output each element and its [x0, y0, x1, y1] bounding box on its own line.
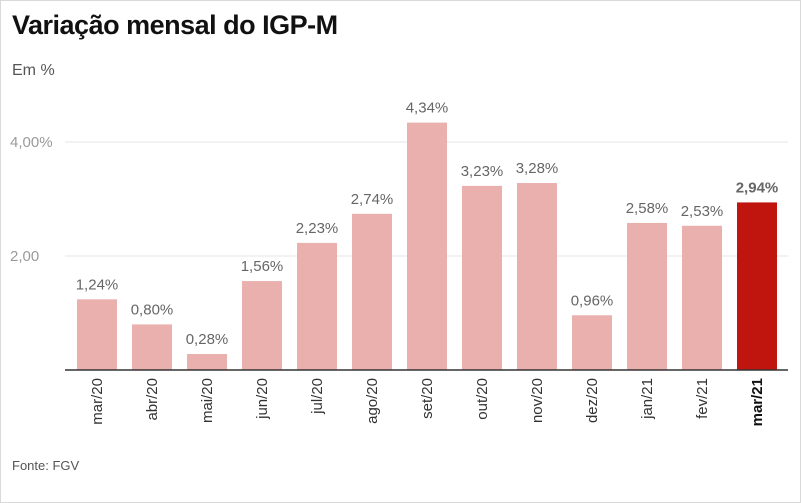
y-tick-label: 2,00: [10, 248, 39, 265]
bar: [297, 242, 337, 370]
bar: [407, 122, 447, 371]
data-label: 2,74%: [351, 191, 394, 208]
x-tick-label: dez/20: [584, 378, 601, 423]
data-label: 0,28%: [186, 331, 229, 348]
bar: [187, 354, 227, 370]
data-label: 0,80%: [131, 301, 174, 318]
bar: [462, 185, 502, 370]
data-label: 0,96%: [571, 292, 614, 309]
bar: [737, 202, 777, 370]
data-label: 3,23%: [461, 163, 504, 180]
data-label: 3,28%: [516, 160, 559, 177]
bar: [572, 315, 612, 370]
x-tick-label: jun/20: [254, 378, 271, 420]
bar: [132, 324, 172, 370]
source-note: Fonte: FGV: [12, 458, 80, 473]
x-tick-label: set/20: [419, 378, 436, 419]
data-label: 2,23%: [296, 220, 339, 237]
y-axis-ticks: 2,00 4,00%: [10, 134, 53, 265]
data-label: 2,58%: [626, 200, 669, 217]
bar: [517, 183, 557, 370]
category-labels: mar/20 abr/20 mai/20 jun/20 jul/20 ago/20 set/…: [89, 378, 766, 426]
bar: [682, 225, 722, 370]
bar: [242, 281, 282, 370]
x-tick-label: mar/20: [89, 378, 106, 425]
x-tick-label: ago/20: [364, 378, 381, 424]
x-tick-label: nov/20: [529, 378, 546, 423]
bar: [352, 213, 392, 370]
x-tick-label: jul/20: [309, 378, 326, 415]
bar: [77, 299, 117, 370]
data-label: 4,34%: [406, 100, 449, 117]
data-label: 1,56%: [241, 258, 284, 275]
value-labels: 1,24% 0,80% 0,28% 1,56% 2,23% 2,74% 4,34% 3,23%…: [76, 100, 779, 348]
chart-subtitle: Em %: [12, 62, 55, 79]
x-tick-label: mai/20: [199, 378, 216, 423]
data-label: 2,53%: [681, 203, 724, 220]
y-tick-label: 4,00%: [10, 134, 53, 151]
x-tick-label: mar/21: [749, 378, 766, 426]
bars: [77, 122, 777, 371]
x-tick-label: fev/21: [694, 378, 711, 419]
x-tick-label: jan/21: [639, 378, 656, 420]
x-tick-label: abr/20: [144, 378, 161, 421]
data-label: 1,24%: [76, 276, 119, 293]
data-label: 2,94%: [736, 179, 779, 196]
x-tick-label: out/20: [474, 378, 491, 420]
chart-title: Variação mensal do IGP-M: [12, 10, 338, 40]
bar: [627, 222, 667, 370]
